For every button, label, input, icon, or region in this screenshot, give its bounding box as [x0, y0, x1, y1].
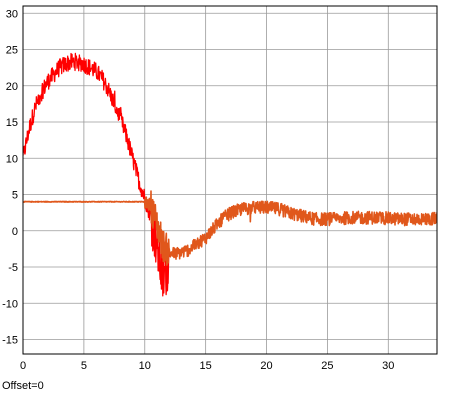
x-tick-label: 15	[200, 360, 212, 372]
tick-labels: 0 5 10 15 20 25 30 -15 -10 -5 0 5 10 15 20 25 30	[2, 8, 394, 372]
series-red-line	[23, 52, 170, 297]
y-tick-label: -10	[2, 298, 18, 310]
series-orange-line	[23, 190, 437, 266]
x-tick-label: 20	[260, 360, 272, 372]
x-tick-label: 0	[20, 360, 26, 372]
series-group	[23, 52, 437, 297]
y-tick-label: 25	[6, 45, 18, 57]
offset-label: Offset=0	[2, 380, 44, 392]
y-tick-label: -15	[2, 335, 18, 347]
y-tick-label: 5	[12, 190, 18, 202]
x-tick-label: 10	[139, 360, 151, 372]
plot-background	[22, 5, 438, 355]
plot-border	[22, 5, 438, 355]
y-tick-label: 0	[12, 226, 18, 238]
x-tick-label: 5	[81, 360, 87, 372]
x-tick-label: 30	[382, 360, 394, 372]
y-tick-label: 20	[6, 81, 18, 93]
y-tick-label: 15	[6, 117, 18, 129]
y-tick-label: 10	[6, 153, 18, 165]
x-tick-label: 25	[321, 360, 333, 372]
y-tick-label: -5	[8, 262, 18, 274]
y-tick-label: 30	[6, 8, 18, 20]
grid-lines	[23, 6, 437, 354]
